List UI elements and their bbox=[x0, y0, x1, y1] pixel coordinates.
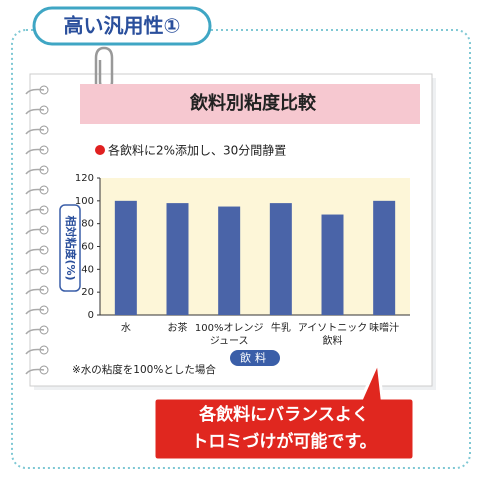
ring bbox=[25, 328, 45, 335]
ring bbox=[25, 148, 45, 155]
x-axis-label: 飲料 bbox=[240, 351, 270, 365]
y-tick-label: 20 bbox=[81, 287, 94, 298]
ring bbox=[25, 108, 45, 115]
ring bbox=[25, 188, 45, 195]
bar bbox=[114, 200, 137, 315]
header-tab bbox=[32, 6, 212, 46]
ring bbox=[25, 88, 45, 95]
chart-title: 飲料別粘度比較 bbox=[189, 92, 317, 114]
y-tick-label: 120 bbox=[75, 173, 94, 184]
x-tick-label: 100%オレンジ bbox=[195, 322, 264, 334]
ring bbox=[25, 168, 45, 175]
y-tick-label: 60 bbox=[81, 242, 94, 253]
x-label-pill bbox=[230, 350, 280, 366]
ring bbox=[25, 288, 45, 295]
y-label-box bbox=[59, 204, 81, 292]
ring bbox=[25, 128, 45, 135]
callout-line: 各飲料にバランスよく bbox=[198, 404, 369, 425]
ring bbox=[25, 368, 45, 375]
note: ※水の粘度を100%とした場合 bbox=[72, 363, 216, 376]
title-band bbox=[80, 84, 420, 124]
rings bbox=[25, 85, 49, 375]
plot-area bbox=[100, 178, 410, 315]
ring bbox=[25, 308, 45, 315]
ring bbox=[25, 348, 45, 355]
y-tick-label: 100 bbox=[75, 196, 94, 207]
x-tick-label: 牛乳 bbox=[271, 321, 291, 334]
x-tick-label: 水 bbox=[121, 322, 131, 334]
x-tick-label: ジュース bbox=[210, 336, 249, 347]
y-tick-label: 40 bbox=[81, 264, 94, 275]
bar bbox=[218, 206, 241, 315]
bar bbox=[321, 214, 344, 315]
x-tick-label: 飲料 bbox=[323, 334, 343, 347]
y-tick-label: 0 bbox=[88, 310, 94, 321]
ring bbox=[25, 248, 45, 255]
x-tick-label: お茶 bbox=[168, 321, 188, 334]
x-tick-label: アイソトニック bbox=[298, 322, 368, 334]
bar bbox=[373, 200, 396, 315]
ring bbox=[25, 228, 45, 235]
subtitle: 各飲料に2%添加し、30分間静置 bbox=[108, 143, 286, 158]
x-tick-label: 味噌汁 bbox=[369, 321, 399, 334]
ring bbox=[25, 268, 45, 275]
header: 高い汎用性① bbox=[64, 14, 181, 38]
y-tick-label: 80 bbox=[81, 219, 94, 230]
ring bbox=[25, 208, 45, 215]
bar bbox=[166, 203, 189, 315]
y-axis-label: 相対粘度(%) bbox=[64, 215, 78, 280]
bar bbox=[269, 203, 292, 315]
callout-box bbox=[152, 356, 416, 462]
bullet bbox=[95, 145, 105, 155]
callout-line: トロミづけが可能です。 bbox=[191, 431, 376, 452]
